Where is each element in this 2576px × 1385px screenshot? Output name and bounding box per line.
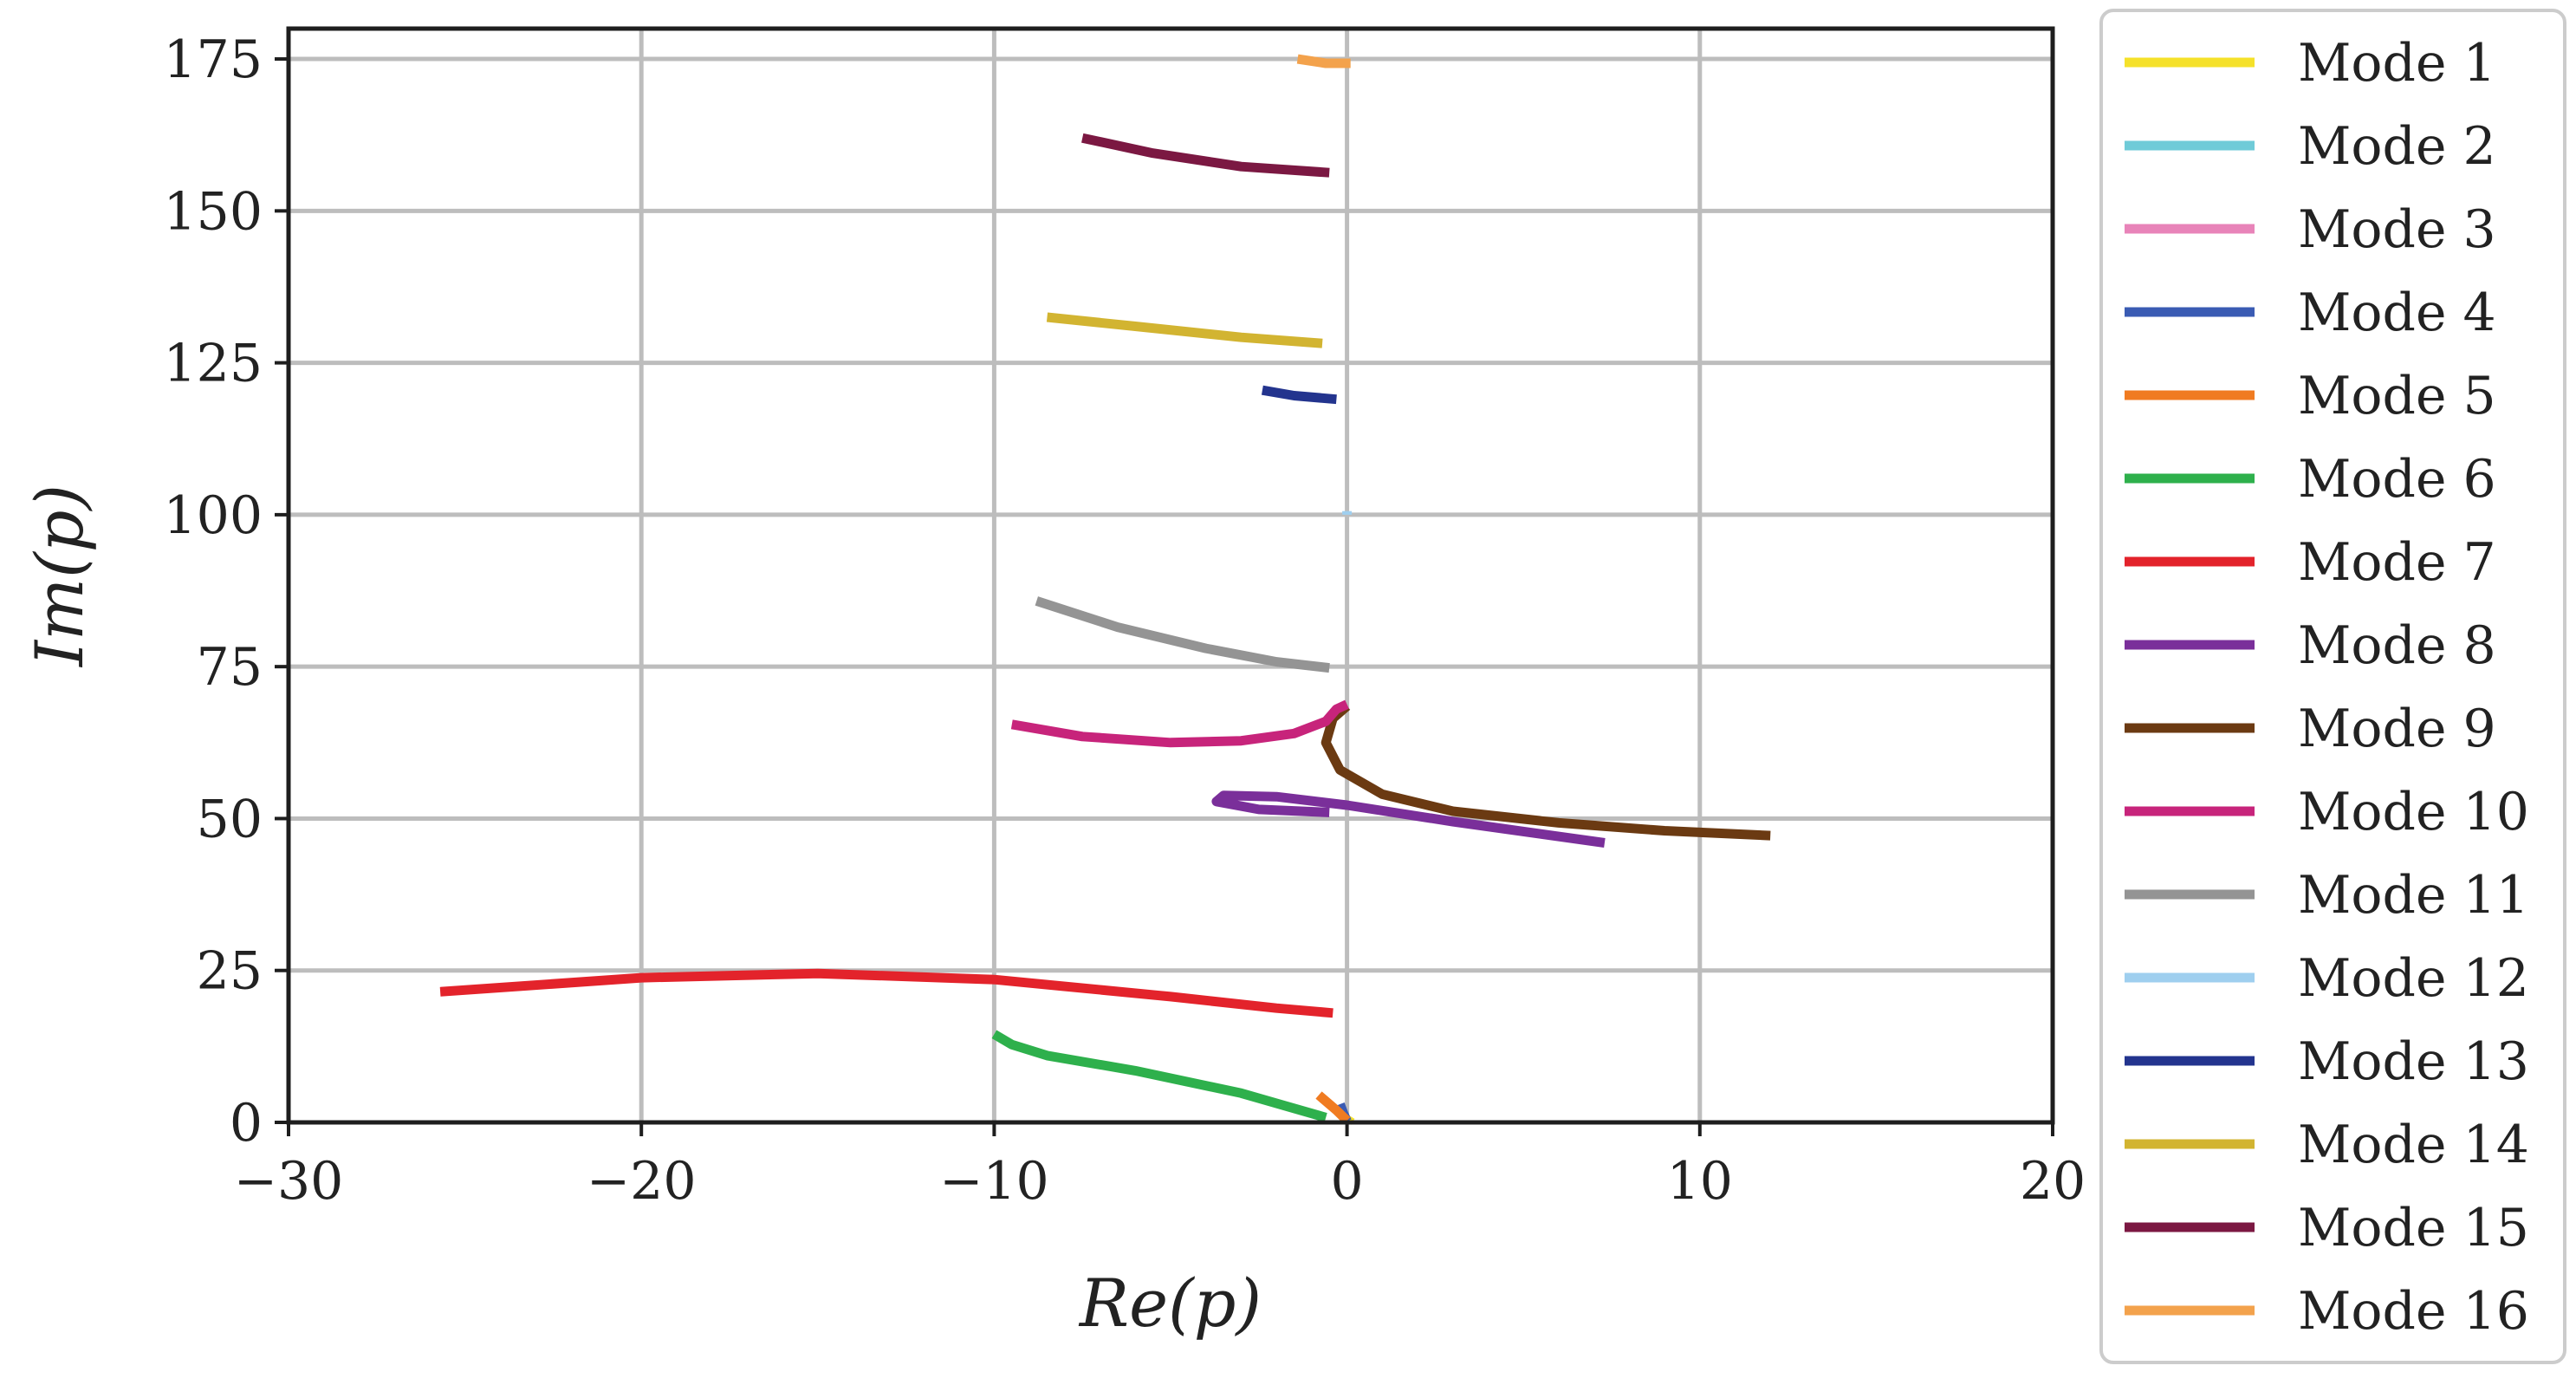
x-tick-label: 0 xyxy=(1331,1151,1364,1212)
legend-label-mode-7: Mode 7 xyxy=(2298,532,2496,593)
legend-label-mode-15: Mode 15 xyxy=(2298,1198,2529,1258)
series-lines xyxy=(439,54,1771,1125)
legend-label-mode-5: Mode 5 xyxy=(2298,366,2496,426)
legend-label-mode-10: Mode 10 xyxy=(2298,782,2529,842)
series-line-mode-10 xyxy=(1010,699,1349,748)
legend-label-mode-14: Mode 14 xyxy=(2298,1115,2529,1175)
legend-label-mode-16: Mode 16 xyxy=(2298,1281,2529,1342)
y-tick-label: 125 xyxy=(163,334,263,394)
x-axis-label: Re(p) xyxy=(1078,1265,1262,1342)
x-tick-label: 20 xyxy=(2020,1151,2086,1212)
axis-ticks: −30 −20 −10 0 10 20 0 25 50 75 100 125 150 175 xyxy=(163,29,2086,1212)
legend-label-mode-2: Mode 2 xyxy=(2298,116,2496,177)
y-tick-label: 150 xyxy=(163,181,263,242)
y-tick-label: 50 xyxy=(197,789,263,849)
legend-label-mode-6: Mode 6 xyxy=(2298,449,2496,510)
series-line-mode-13 xyxy=(1261,385,1337,405)
y-tick-label: 100 xyxy=(163,485,263,546)
y-axis-label: Im(p) xyxy=(21,484,98,668)
legend-label-mode-4: Mode 4 xyxy=(2298,283,2496,343)
legend-label-mode-9: Mode 9 xyxy=(2298,699,2496,759)
legend-label-mode-13: Mode 13 xyxy=(2298,1031,2529,1092)
series-line-mode-6 xyxy=(991,1030,1327,1122)
legend-frame xyxy=(2099,9,2566,1364)
legend-label-mode-12: Mode 12 xyxy=(2298,948,2529,1009)
series-line-mode-11 xyxy=(1035,596,1330,673)
legend-label-mode-8: Mode 8 xyxy=(2298,615,2496,676)
legend-label-mode-11: Mode 11 xyxy=(2298,865,2529,926)
plot-frame xyxy=(286,26,2055,1125)
legend-label-mode-3: Mode 3 xyxy=(2298,199,2496,260)
y-tick-label: 75 xyxy=(197,637,263,698)
series-line-mode-7 xyxy=(439,968,1333,1018)
series-line-mode-16 xyxy=(1296,54,1351,68)
x-tick-label: 10 xyxy=(1667,1151,1733,1212)
legend-items: Mode 1 Mode 2 Mode 3 Mode 4 Mode 5 Mode 6 Mode… xyxy=(2125,33,2529,1342)
grid xyxy=(286,29,2055,1125)
series-line-mode-9 xyxy=(1320,702,1771,841)
series-line-mode-15 xyxy=(1081,133,1330,178)
series-line-mode-14 xyxy=(1046,312,1323,348)
series-line-mode-5 xyxy=(1315,1091,1351,1124)
legend: Mode 1 Mode 2 Mode 3 Mode 4 Mode 5 Mode 6 Mode… xyxy=(2099,9,2566,1364)
y-tick-label: 25 xyxy=(197,941,263,1002)
x-tick-label: −30 xyxy=(234,1151,344,1212)
x-tick-label: −20 xyxy=(587,1151,697,1212)
y-tick-label: 0 xyxy=(230,1093,263,1154)
legend-label-mode-1: Mode 1 xyxy=(2298,33,2496,94)
series-line-mode-8 xyxy=(1211,790,1606,848)
x-tick-label: −10 xyxy=(939,1151,1049,1212)
y-tick-label: 175 xyxy=(163,29,263,90)
